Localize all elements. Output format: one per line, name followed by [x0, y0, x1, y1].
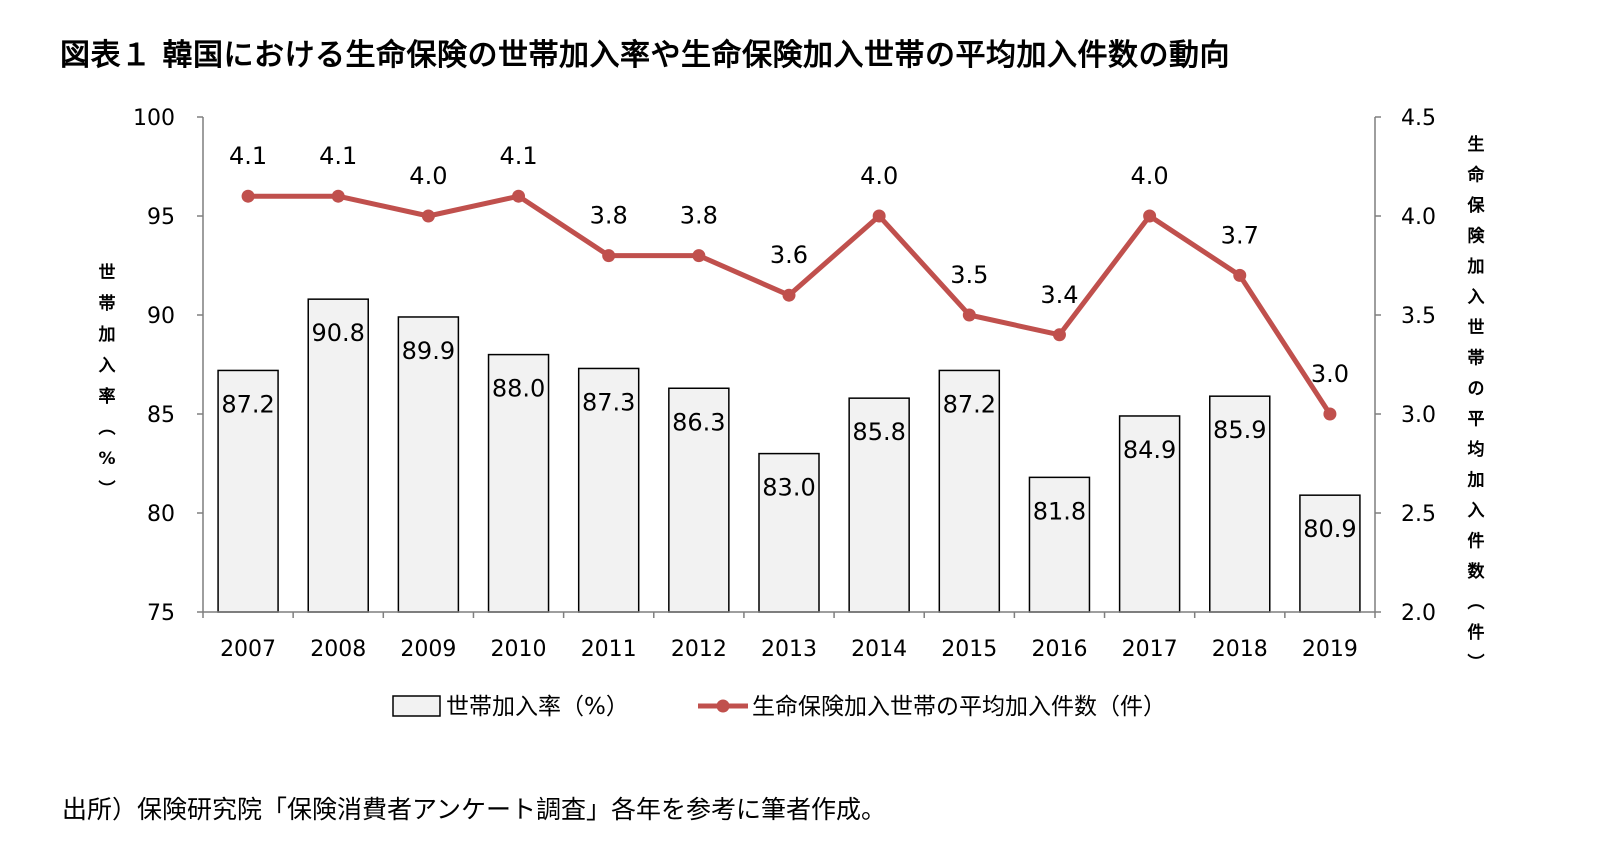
bar-2016 — [1028, 476, 1091, 613]
right-tick-2.0: 2.0 — [1401, 601, 1436, 626]
chart-source: 出所）保険研究院「保険消費者アンケート調査」各年を参考に筆者作成。 — [62, 795, 887, 824]
line-label-2017: 4.0 — [1131, 162, 1169, 190]
bar-label-2012: 86.3 — [672, 408, 725, 436]
line-label-2016: 3.4 — [1040, 281, 1078, 309]
right-tick-3.0: 3.0 — [1401, 403, 1436, 428]
line-label-2011: 3.8 — [590, 202, 628, 230]
x-tick-2013: 2013 — [761, 637, 817, 662]
bar-2007 — [217, 369, 279, 613]
x-tick-2012: 2012 — [671, 637, 727, 662]
chart-title: 図表１ 韓国における生命保険の世帯加入率や生命保険加入世帯の平均加入件数の動向 — [60, 38, 1230, 73]
left-tick-100: 100 — [133, 106, 175, 131]
chart-svg: 75 80 85 90 95 100 2.0 2.5 3.0 3.5 4.0 4.5 2007 2008 2… — [98, 106, 1486, 720]
bar-label-2017: 84.9 — [1123, 436, 1176, 464]
legend-line-label: 生命保険加入世帯の平均加入件数（件） — [752, 694, 1166, 720]
bar-label-2014: 85.8 — [852, 418, 905, 446]
left-tick-85: 85 — [147, 403, 175, 428]
bar-label-2009: 89.9 — [402, 337, 455, 365]
line-series — [241, 189, 1337, 421]
bar-label-2010: 88.0 — [492, 375, 545, 403]
x-tick-2017: 2017 — [1122, 637, 1178, 662]
line-label-2007: 4.1 — [229, 142, 267, 170]
right-tick-3.5: 3.5 — [1401, 304, 1436, 329]
left-tick-75: 75 — [147, 601, 175, 626]
legend: 世帯加入率（%） 生命保険加入世帯の平均加入件数（件） — [392, 694, 1166, 720]
line-label-2018: 3.7 — [1221, 221, 1259, 249]
bar-label-2018: 85.9 — [1213, 416, 1266, 444]
line-point-2013 — [782, 288, 796, 302]
left-tick-80: 80 — [147, 502, 175, 527]
legend-bar-label: 世帯加入率（%） — [446, 694, 629, 720]
left-tick-90: 90 — [147, 304, 175, 329]
bar-label-2011: 87.3 — [582, 388, 635, 416]
bar-label-2019: 80.9 — [1303, 515, 1356, 543]
x-tick-2019: 2019 — [1302, 637, 1358, 662]
bar-label-2008: 90.8 — [312, 319, 365, 347]
legend-bar-swatch — [392, 695, 441, 717]
x-tick-2015: 2015 — [941, 637, 997, 662]
bar-label-2015: 87.2 — [943, 390, 996, 418]
line-label-2019: 3.0 — [1311, 360, 1349, 388]
bar-label-2013: 83.0 — [762, 474, 815, 502]
line-point-2009 — [421, 209, 435, 223]
line-label-2012: 3.8 — [680, 202, 718, 230]
line-point-2019 — [1323, 407, 1337, 421]
line-point-2011 — [602, 249, 616, 263]
right-tick-4.5: 4.5 — [1401, 106, 1436, 131]
line-label-2008: 4.1 — [319, 142, 357, 170]
line-point-2016 — [1052, 328, 1066, 342]
x-tick-2016: 2016 — [1031, 637, 1087, 662]
line-label-2013: 3.6 — [770, 241, 808, 269]
bar-2009 — [397, 316, 460, 613]
x-tick-2018: 2018 — [1212, 637, 1268, 662]
line-point-2012 — [692, 249, 706, 263]
bar-2018 — [1209, 395, 1271, 613]
bar-2008 — [307, 298, 369, 613]
bar-2015 — [938, 369, 1001, 613]
bar-2014 — [848, 397, 910, 613]
bar-label-2016: 81.8 — [1033, 497, 1086, 525]
x-tick-2014: 2014 — [851, 637, 907, 662]
x-tick-2009: 2009 — [400, 637, 456, 662]
line-point-2008 — [331, 189, 345, 203]
line-point-2014 — [872, 209, 886, 223]
x-tick-2010: 2010 — [491, 637, 547, 662]
line-point-2015 — [962, 308, 976, 322]
left-tick-95: 95 — [147, 205, 175, 230]
legend-line-marker — [716, 699, 730, 713]
x-tick-2007: 2007 — [220, 637, 276, 662]
right-tick-4.0: 4.0 — [1401, 205, 1436, 230]
line-point-2018 — [1233, 268, 1247, 282]
right-axis-title: 生命保険加入世帯の平均加入件数︵件︶ — [1467, 134, 1486, 674]
line-label-2010: 4.1 — [499, 142, 537, 170]
line-label-2014: 4.0 — [860, 162, 898, 190]
data-labels: 87.2 90.8 89.9 88.0 87.3 86.3 83.0 85.8 87.2 81.8… — [221, 142, 1356, 543]
x-tick-2008: 2008 — [310, 637, 366, 662]
bar-label-2007: 87.2 — [221, 390, 274, 418]
axes: 75 80 85 90 95 100 2.0 2.5 3.0 3.5 4.0 4.5 2007 2008 2… — [98, 106, 1486, 674]
x-tick-2011: 2011 — [581, 637, 637, 662]
line-label-2015: 3.5 — [950, 261, 988, 289]
bar-2013 — [758, 452, 820, 613]
line-point-2017 — [1143, 209, 1157, 223]
bar-series — [217, 298, 1361, 613]
line-point-2010 — [512, 189, 526, 203]
bar-2019 — [1299, 494, 1361, 613]
line-point-2007 — [241, 189, 255, 203]
line-label-2009: 4.0 — [409, 162, 447, 190]
left-axis-title: 世帯加入率︵% ︶ — [98, 263, 116, 500]
right-tick-2.5: 2.5 — [1401, 502, 1436, 527]
